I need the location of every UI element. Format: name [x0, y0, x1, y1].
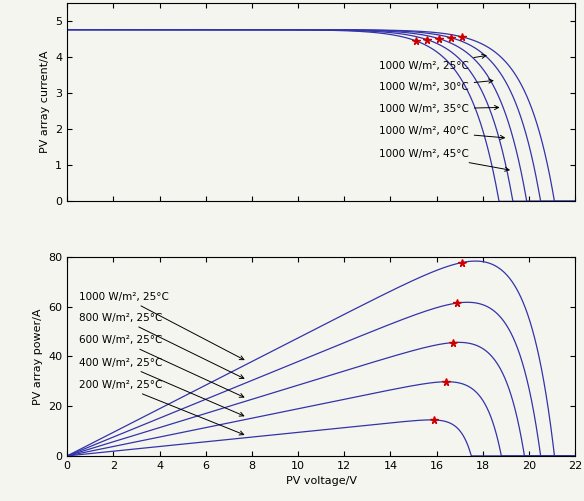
Text: 200 W/m², 25°C: 200 W/m², 25°C: [79, 380, 244, 435]
Text: 1000 W/m², 25°C: 1000 W/m², 25°C: [379, 54, 486, 71]
Text: 1000 W/m², 30°C: 1000 W/m², 30°C: [379, 79, 493, 93]
Y-axis label: PV array power/A: PV array power/A: [33, 308, 43, 405]
Text: 1000 W/m², 40°C: 1000 W/m², 40°C: [379, 126, 505, 139]
Text: 600 W/m², 25°C: 600 W/m², 25°C: [79, 335, 244, 397]
Text: 400 W/m², 25°C: 400 W/m², 25°C: [79, 358, 244, 416]
Text: 800 W/m², 25°C: 800 W/m², 25°C: [79, 313, 244, 378]
Y-axis label: PV array current/A: PV array current/A: [40, 51, 50, 153]
X-axis label: PV voltage/V: PV voltage/V: [286, 476, 357, 486]
Text: 1000 W/m², 45°C: 1000 W/m², 45°C: [379, 149, 509, 171]
Text: 1000 W/m², 25°C: 1000 W/m², 25°C: [79, 292, 244, 360]
Text: 1000 W/m², 35°C: 1000 W/m², 35°C: [379, 104, 499, 114]
